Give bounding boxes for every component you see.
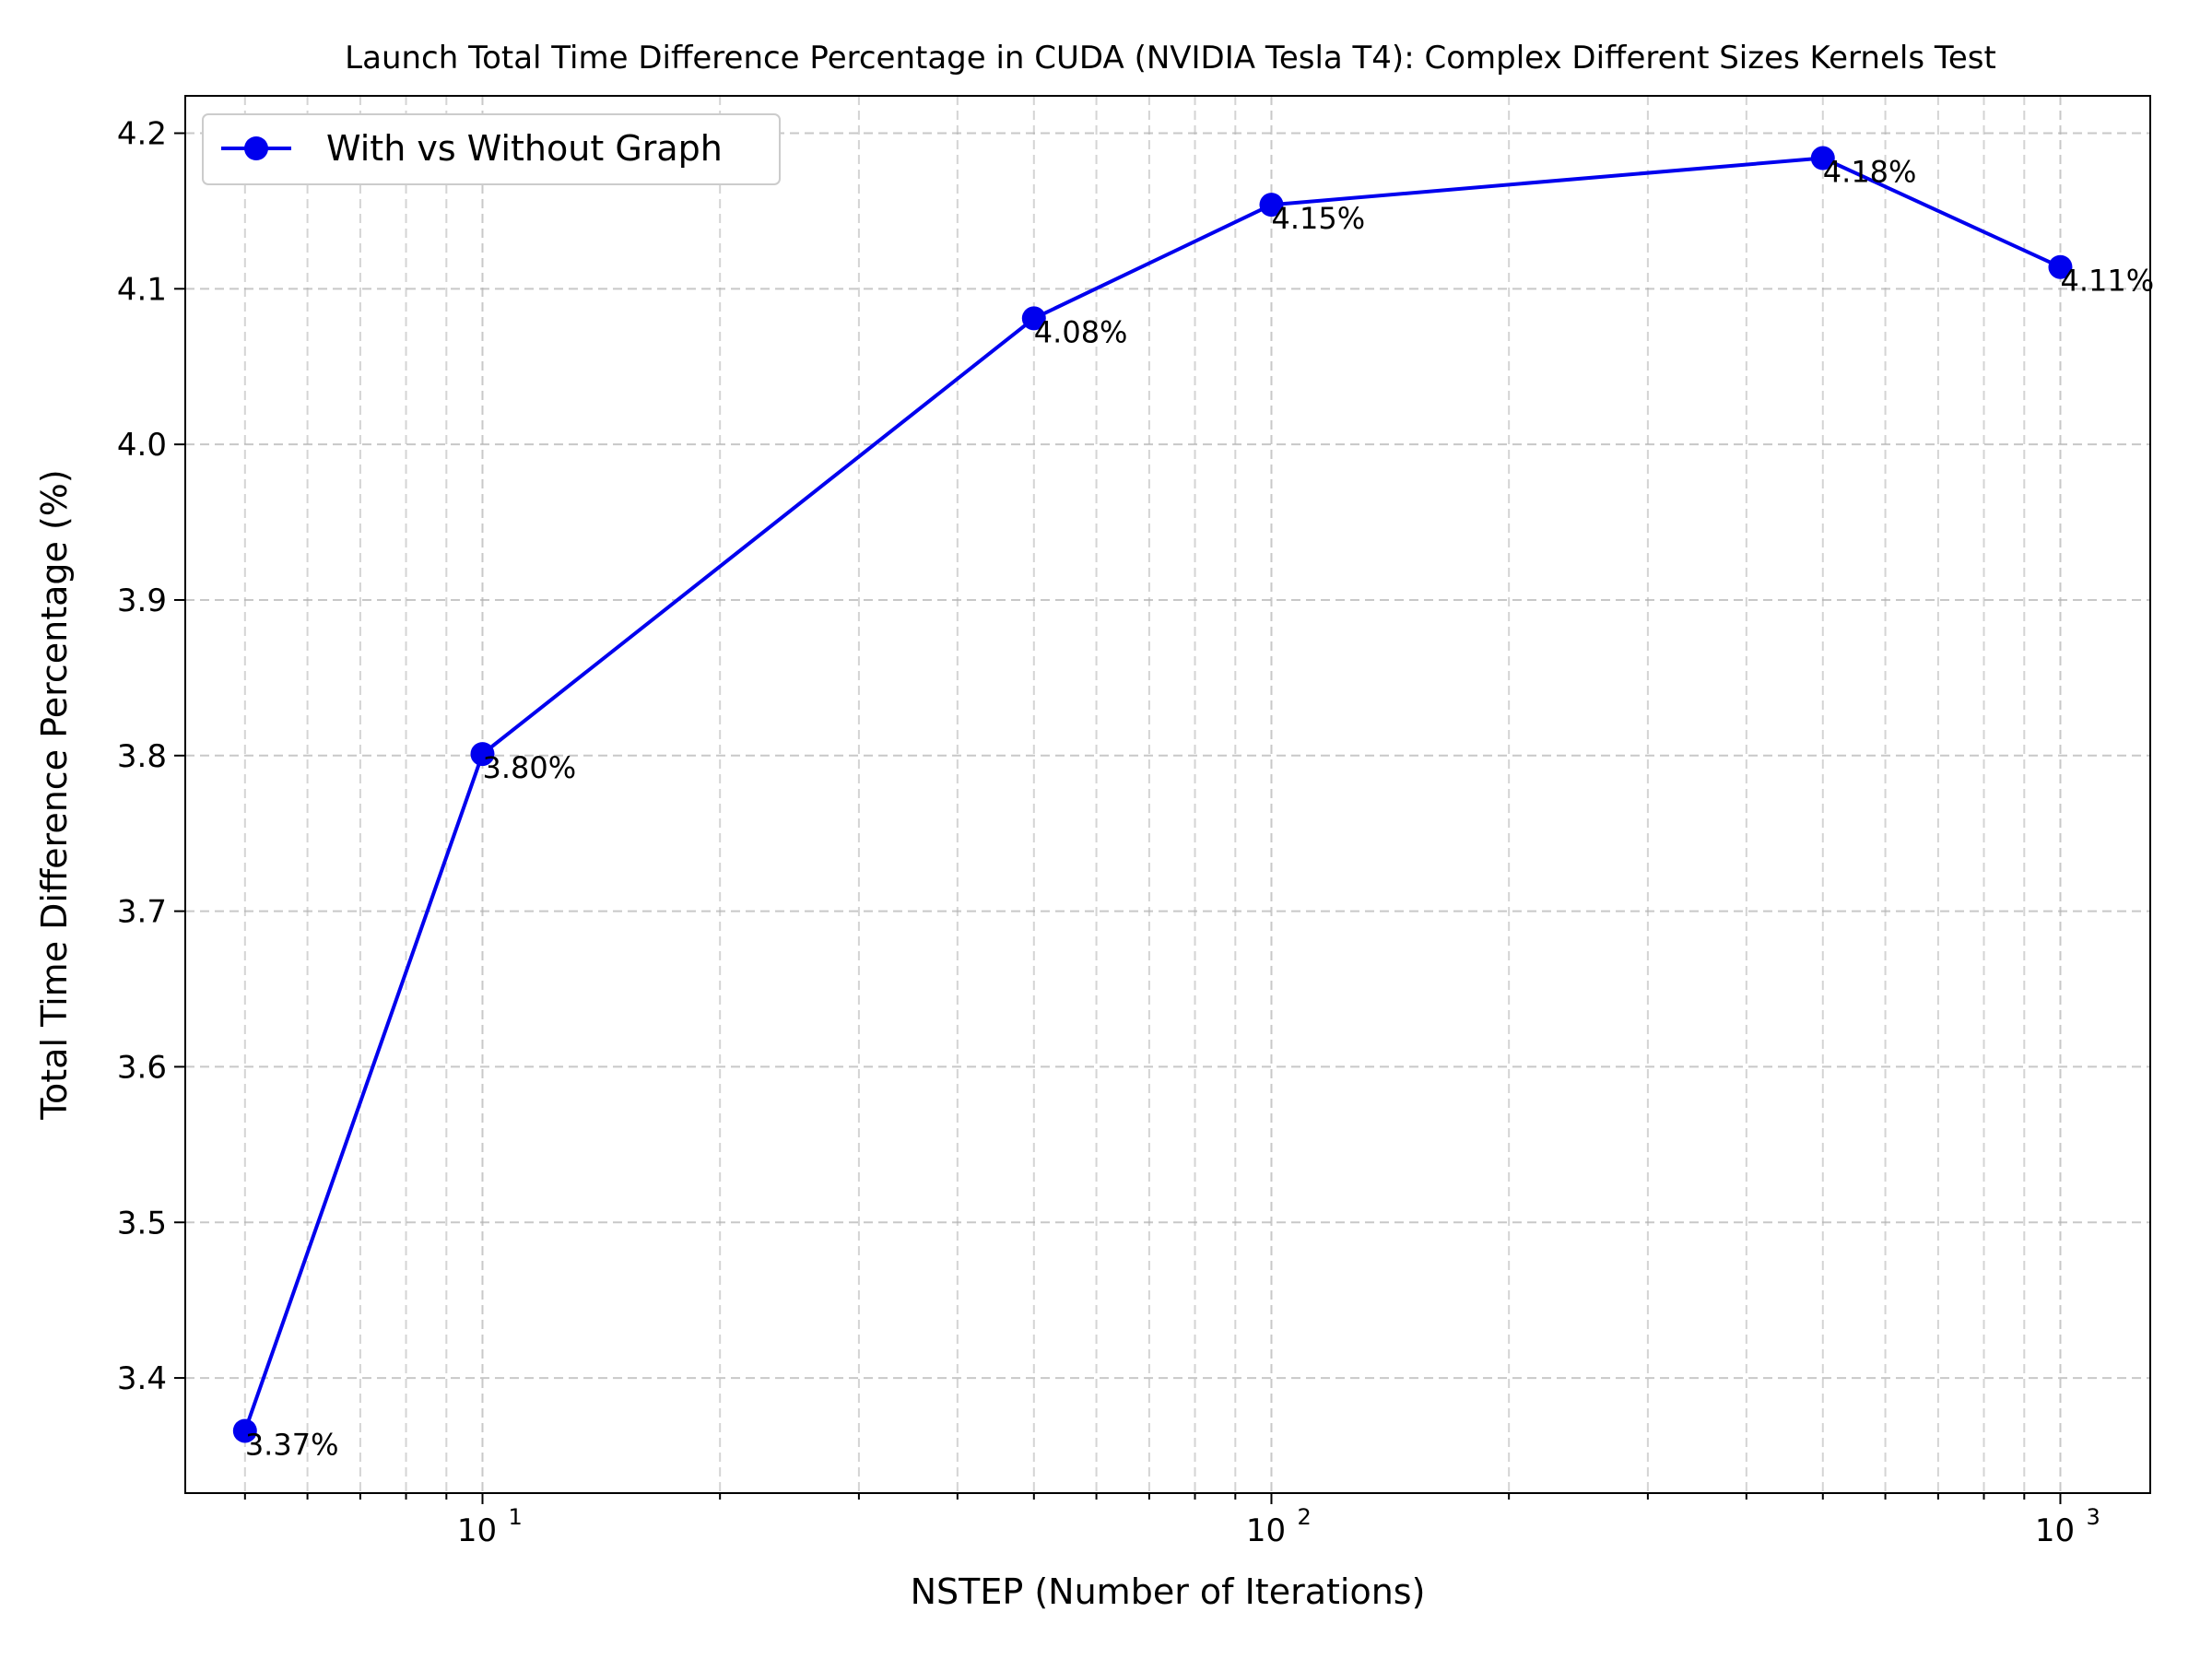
- plot-frame: [184, 95, 2151, 1494]
- grid: [185, 96, 2150, 1493]
- data-label: 4.18%: [1823, 155, 1917, 190]
- y-tick-label: 3.7: [117, 894, 167, 931]
- y-tick-label: 4.0: [117, 427, 167, 464]
- legend-box: [202, 113, 781, 185]
- chart-title: Launch Total Time Difference Percentage …: [345, 40, 1996, 76]
- data-label: 3.37%: [245, 1427, 339, 1462]
- y-tick-label: 4.2: [117, 116, 167, 153]
- x-tick-label-exponent: 1: [508, 1504, 522, 1530]
- series-layer: 3.37% 3.80% 4.08% 4.15% 4.18% 4.11%: [232, 146, 2154, 1462]
- data-point: [2048, 254, 2073, 279]
- data-point: [232, 1418, 257, 1443]
- y-tick-label: 3.5: [117, 1205, 167, 1241]
- data-point: [1810, 146, 1835, 171]
- data-point: [1021, 306, 1046, 331]
- y-tick-label: 3.6: [117, 1049, 167, 1086]
- data-label: 4.15%: [1271, 201, 1365, 236]
- x-tick-label-exponent: 2: [1297, 1504, 1311, 1530]
- data-point: [470, 742, 495, 767]
- series-line: [242, 156, 2062, 1432]
- x-tick-label: 10: [1246, 1512, 1286, 1549]
- ticks: 3.4 3.5 3.6 3.7 3.8 3.9 4.0 4.1 4.2 10 1 10 2 10 3: [117, 116, 2100, 1549]
- data-label: 4.08%: [1034, 314, 1128, 349]
- y-tick-label: 4.1: [117, 271, 167, 308]
- x-tick-label-exponent: 3: [2086, 1504, 2100, 1530]
- legend-marker: [244, 136, 268, 160]
- x-tick-label: 10: [2035, 1512, 2075, 1549]
- y-tick-label: 3.4: [117, 1360, 167, 1397]
- y-tick-label: 3.8: [117, 738, 167, 775]
- y-tick-label: 3.9: [117, 582, 167, 619]
- data-point: [1259, 193, 1284, 218]
- data-label: 3.80%: [482, 750, 576, 785]
- x-tick-label: 10: [457, 1512, 497, 1549]
- y-axis-label: Total Time Difference Percentage (%): [34, 469, 75, 1121]
- x-axis-label: NSTEP (Number of Iterations): [911, 1571, 1426, 1612]
- legend-entry: With vs Without Graph: [326, 128, 723, 169]
- data-label: 4.11%: [2060, 264, 2154, 299]
- legend: With vs Without Graph: [202, 113, 781, 185]
